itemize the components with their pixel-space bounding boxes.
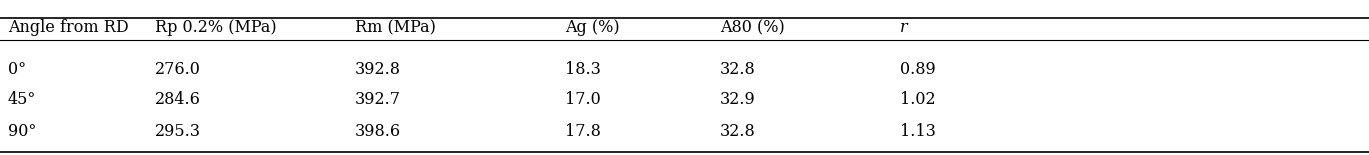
Text: Angle from RD: Angle from RD: [8, 20, 129, 36]
Text: 276.0: 276.0: [155, 62, 201, 78]
Text: 32.9: 32.9: [720, 91, 756, 108]
Text: Ag (%): Ag (%): [565, 20, 620, 36]
Text: 295.3: 295.3: [155, 124, 201, 140]
Text: Rp 0.2% (MPa): Rp 0.2% (MPa): [155, 20, 277, 36]
Text: 284.6: 284.6: [155, 91, 201, 108]
Text: 398.6: 398.6: [355, 124, 401, 140]
Text: 18.3: 18.3: [565, 62, 601, 78]
Text: 45°: 45°: [8, 91, 37, 108]
Text: 392.8: 392.8: [355, 62, 401, 78]
Text: 1.13: 1.13: [899, 124, 936, 140]
Text: 1.02: 1.02: [899, 91, 935, 108]
Text: r: r: [899, 20, 908, 36]
Text: Rm (MPa): Rm (MPa): [355, 20, 435, 36]
Text: 17.0: 17.0: [565, 91, 601, 108]
Text: 90°: 90°: [8, 124, 37, 140]
Text: 0°: 0°: [8, 62, 26, 78]
Text: 32.8: 32.8: [720, 62, 756, 78]
Text: 392.7: 392.7: [355, 91, 401, 108]
Text: A80 (%): A80 (%): [720, 20, 784, 36]
Text: 17.8: 17.8: [565, 124, 601, 140]
Text: 32.8: 32.8: [720, 124, 756, 140]
Text: 0.89: 0.89: [899, 62, 936, 78]
